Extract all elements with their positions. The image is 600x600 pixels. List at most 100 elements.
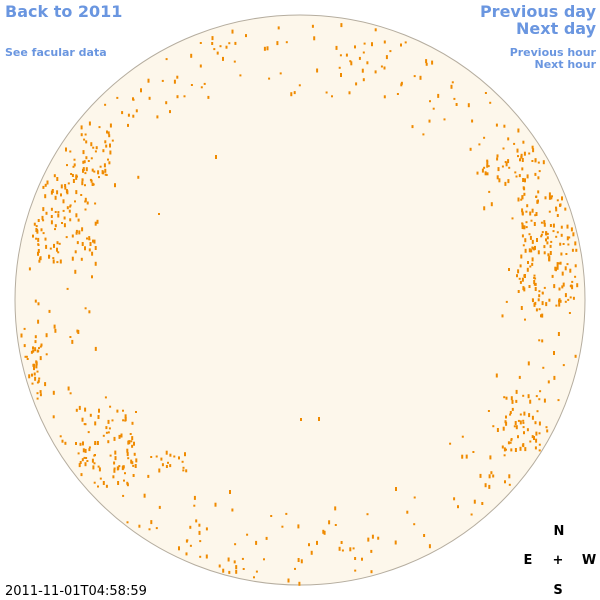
facular-point <box>323 530 326 535</box>
facular-point <box>574 241 577 246</box>
facular-point <box>404 41 407 44</box>
facular-point <box>58 242 61 245</box>
facular-point <box>570 227 573 232</box>
facular-point <box>562 282 565 287</box>
facular-point <box>46 180 49 185</box>
facular-point <box>98 467 101 472</box>
facular-point <box>419 75 422 80</box>
facular-point <box>234 543 237 546</box>
facular-point <box>331 95 333 98</box>
facular-point <box>155 455 158 458</box>
facular-point <box>546 236 549 240</box>
facular-point <box>457 505 459 509</box>
facular-point <box>298 84 301 87</box>
facular-point <box>544 196 547 200</box>
facular-point <box>265 536 268 540</box>
facular-point <box>508 474 511 479</box>
previous-day-link[interactable]: Previous day <box>480 2 597 21</box>
facular-point <box>40 343 43 347</box>
facular-point <box>97 465 100 468</box>
facular-point <box>374 70 377 74</box>
facular-point <box>37 251 39 256</box>
facular-point <box>529 440 532 443</box>
back-link[interactable]: Back to 2011 <box>5 2 122 21</box>
facular-point <box>87 160 90 162</box>
facular-point <box>531 435 534 439</box>
facular-point <box>63 223 66 228</box>
facular-point <box>88 236 91 241</box>
facular-point <box>515 399 518 403</box>
facular-point <box>287 578 290 583</box>
facular-point <box>538 432 541 435</box>
facular-point <box>541 339 544 343</box>
facular-point <box>479 473 482 478</box>
facular-point <box>374 28 377 32</box>
facular-point <box>91 458 94 463</box>
facular-point <box>523 187 526 191</box>
facular-point <box>285 512 288 515</box>
facular-point <box>158 505 161 509</box>
facular-point <box>228 42 231 45</box>
facular-point <box>322 529 325 534</box>
facular-point <box>82 150 85 155</box>
facular-point <box>294 567 296 570</box>
facular-link[interactable]: See facular data <box>5 46 107 59</box>
facular-point <box>178 546 180 551</box>
facular-point <box>26 358 29 360</box>
facular-point <box>182 466 185 469</box>
facular-point <box>553 375 556 380</box>
facular-point <box>501 314 504 318</box>
facular-point <box>567 298 570 301</box>
facular-point <box>161 463 164 467</box>
facular-point <box>83 456 86 459</box>
facular-point <box>504 420 507 424</box>
facular-point <box>127 457 130 460</box>
facular-point <box>128 440 131 445</box>
next-day-link[interactable]: Next day <box>516 19 597 38</box>
facular-point <box>533 274 536 277</box>
facular-point <box>556 231 559 234</box>
facular-point <box>85 156 88 160</box>
facular-point <box>203 82 206 85</box>
facular-point <box>268 77 271 80</box>
facular-point <box>90 142 93 147</box>
facular-point <box>514 448 517 452</box>
facular-point <box>160 457 163 461</box>
facular-point <box>552 230 555 233</box>
facular-point <box>69 204 72 207</box>
facular-point <box>488 474 491 479</box>
facular-point <box>546 429 549 433</box>
facular-point <box>428 544 431 549</box>
facular-point <box>65 236 68 239</box>
facular-point <box>559 242 562 246</box>
facular-point <box>56 261 59 264</box>
facular-point <box>56 241 59 245</box>
facular-point <box>36 392 39 395</box>
facular-point <box>528 285 531 288</box>
facular-point <box>558 287 561 291</box>
facular-point <box>366 61 369 65</box>
facular-point <box>66 206 69 210</box>
previous-hour-link[interactable]: Previous hour <box>510 46 597 59</box>
facular-point <box>83 160 86 164</box>
facular-point <box>522 140 525 144</box>
facular-point <box>118 465 121 468</box>
facular-point <box>533 222 536 226</box>
facular-point <box>541 301 544 306</box>
facular-point <box>340 23 343 28</box>
facular-point <box>57 213 60 218</box>
facular-point <box>229 490 231 494</box>
facular-point <box>161 79 164 82</box>
facular-point <box>492 474 495 478</box>
facular-point <box>102 149 105 153</box>
facular-point <box>32 234 34 238</box>
facular-point <box>517 197 520 202</box>
facular-point <box>75 231 78 235</box>
facular-point <box>76 329 79 333</box>
facular-point <box>97 415 100 419</box>
facular-point <box>131 461 134 465</box>
facular-point <box>534 158 537 162</box>
facular-point <box>489 101 492 104</box>
next-hour-link[interactable]: Next hour <box>535 58 597 71</box>
facular-point <box>31 373 33 377</box>
